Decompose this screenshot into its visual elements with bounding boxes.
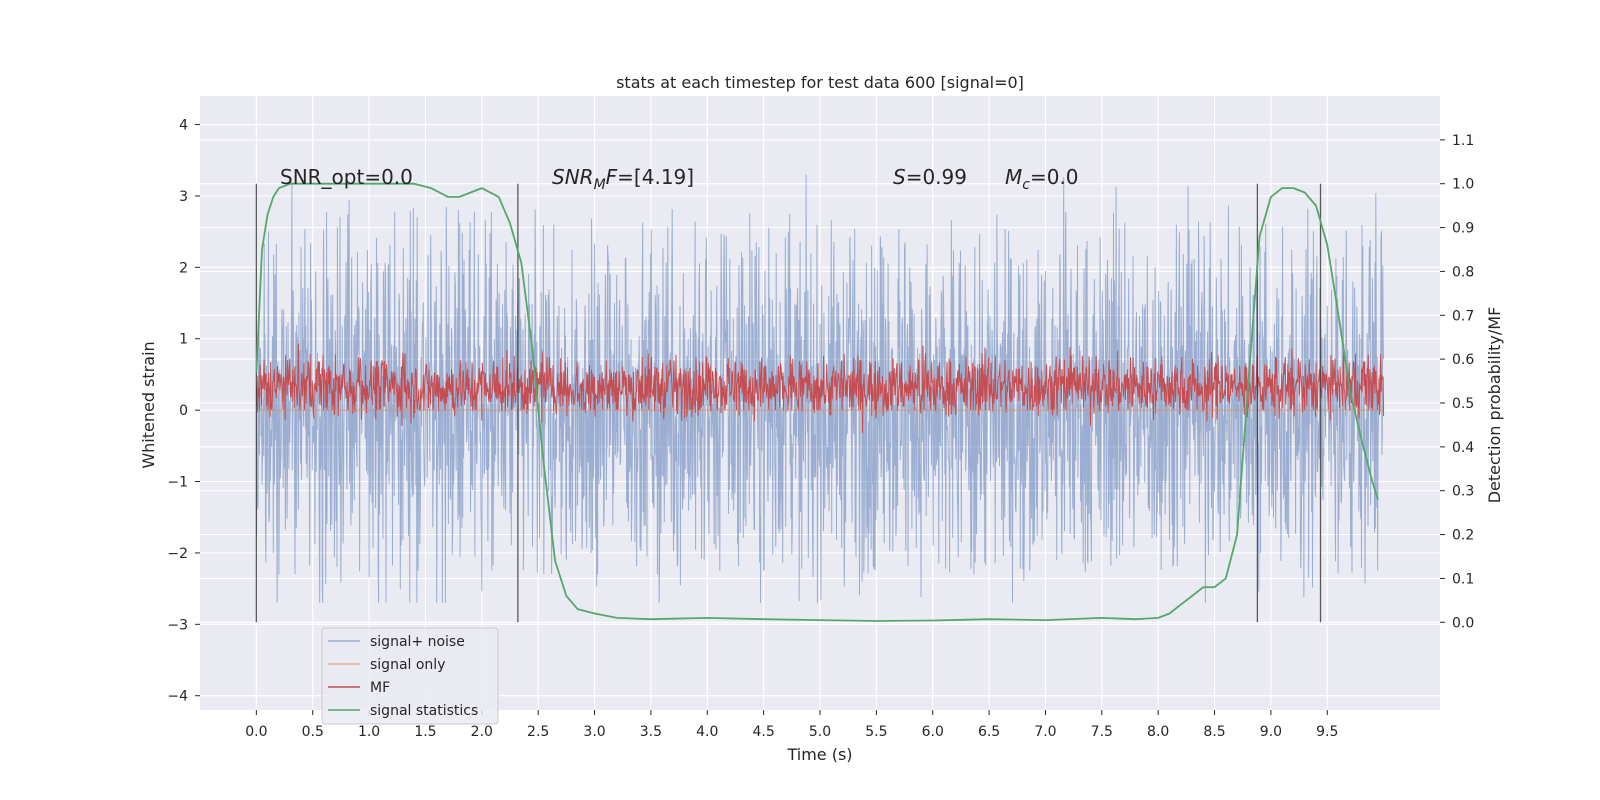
y-right-tick-label: 0.1 (1452, 571, 1474, 587)
y-right-tick-label: 0.6 (1452, 352, 1474, 368)
legend-label-signal-statistics: signal statistics (370, 703, 478, 719)
y-axis-label: Whitened strain (139, 341, 158, 468)
y-right-tick-label: 0.8 (1452, 264, 1474, 280)
x-tick-label: 5.0 (809, 724, 831, 740)
y-tick-label: 1 (179, 332, 188, 348)
noise-layer (255, 174, 1385, 603)
legend-box (321, 627, 499, 725)
legend-label-mf: MF (370, 680, 390, 696)
x-tick-label: 3.0 (583, 724, 605, 740)
s-var: S (893, 165, 906, 189)
x-tick-label: 5.5 (865, 724, 887, 740)
mc-value: =0.0 (1030, 165, 1079, 189)
x-tick-label: 0.0 (245, 724, 267, 740)
snr-mf-value: =[4.19] (617, 165, 694, 189)
snr-mf-sub: M (594, 177, 606, 193)
y-ticks-left: 4 3 2 1 0 −1 −2 −3 −4 (167, 118, 200, 705)
y-axis-label-right: Detection probability/MF (1485, 307, 1504, 504)
x-tick-label: 7.5 (1091, 724, 1113, 740)
y-right-tick-label: 0.9 (1452, 221, 1474, 237)
y-tick-label: −3 (167, 617, 188, 633)
x-tick-label: 0.5 (302, 724, 324, 740)
series-signal-statistics (255, 182, 1379, 622)
legend: signal+ noise signal only MF signal stat… (321, 627, 499, 725)
chart-title: stats at each timestep for test data 600… (616, 73, 1024, 92)
y-tick-label: 4 (179, 118, 188, 134)
y-right-tick-label: 1.0 (1452, 177, 1474, 193)
annotation-snr-opt: SNR_opt=0.0 (280, 165, 413, 189)
snr-mf-var: SNR (552, 165, 594, 189)
x-tick-label: 2.0 (471, 724, 493, 740)
x-tick-label: 6.0 (922, 724, 944, 740)
series-signal-noise (255, 174, 1385, 603)
x-ticks: 0.0 0.5 1.0 1.5 2.0 2.5 3.0 3.5 4.0 4.5 5.0 5.5 6.0 6… (245, 710, 1338, 740)
snr-mf-tail: F (606, 165, 618, 189)
y-right-tick-label: 1.1 (1452, 133, 1474, 149)
y-tick-label: 3 (179, 189, 188, 205)
y-tick-label: 2 (179, 260, 188, 276)
x-tick-label: 7.0 (1034, 724, 1056, 740)
y-right-tick-label: 0.2 (1452, 528, 1474, 544)
legend-label-signal-only: signal only (370, 657, 445, 673)
s-value: =0.99 (906, 165, 967, 189)
y-ticks-right: 1.1 1.0 0.9 0.8 0.7 0.6 0.5 0.4 0.3 0.2 0.1 0.0 (1440, 133, 1474, 631)
x-tick-label: 9.5 (1316, 724, 1338, 740)
y-tick-label: −4 (167, 689, 188, 705)
x-tick-label: 6.5 (978, 724, 1000, 740)
x-tick-label: 4.0 (696, 724, 718, 740)
x-tick-label: 3.5 (640, 724, 662, 740)
mc-var: M (1005, 165, 1022, 189)
y-tick-label: −2 (167, 546, 188, 562)
annotation-mc: Mc=0.0 (1005, 165, 1079, 193)
x-tick-label: 8.5 (1203, 724, 1225, 740)
legend-label-signal-noise: signal+ noise (370, 634, 465, 650)
x-tick-label: 9.0 (1260, 724, 1282, 740)
annotation-snr-mf: SNRMF=[4.19] (552, 165, 694, 193)
x-axis-label: Time (s) (786, 745, 852, 764)
y-right-tick-label: 0.0 (1452, 615, 1474, 631)
y-right-tick-label: 0.4 (1452, 440, 1474, 456)
y-right-tick-label: 0.5 (1452, 396, 1474, 412)
y-tick-label: −1 (167, 475, 188, 491)
x-tick-label: 1.5 (414, 724, 436, 740)
x-tick-label: 8.0 (1147, 724, 1169, 740)
mc-sub: c (1022, 177, 1030, 193)
x-tick-label: 4.5 (753, 724, 775, 740)
signal-statistics-layer (255, 182, 1379, 622)
annotation-s: S=0.99 (893, 165, 967, 189)
y-tick-label: 0 (179, 403, 188, 419)
x-tick-label: 2.5 (527, 724, 549, 740)
y-right-tick-label: 0.7 (1452, 308, 1474, 324)
x-tick-label: 1.0 (358, 724, 380, 740)
y-right-tick-label: 0.3 (1452, 484, 1474, 500)
